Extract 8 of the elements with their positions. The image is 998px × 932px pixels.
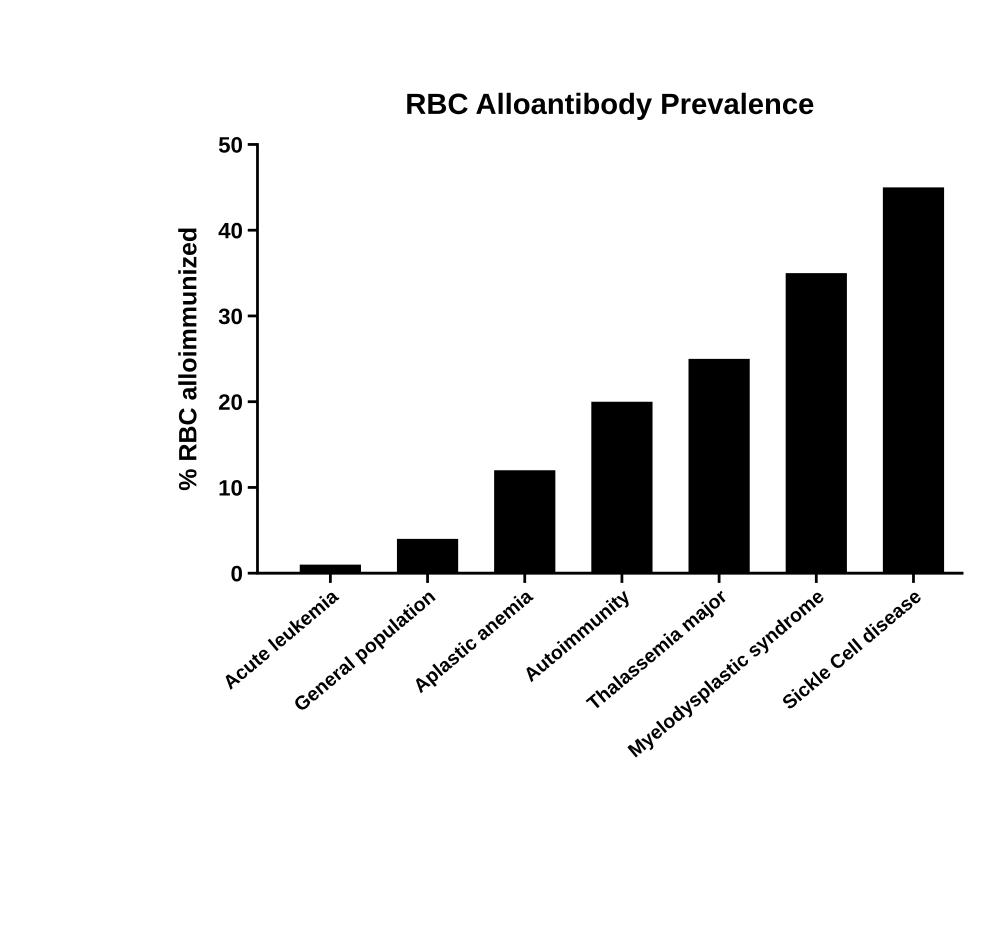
y-tick-label: 40 (218, 222, 242, 238)
y-tick-label: 30 (218, 308, 242, 324)
y-tick-label: 10 (220, 480, 242, 496)
chart-title: RBC Alloantibody Prevalence (407, 92, 814, 120)
y-tick-label: 50 (218, 136, 242, 153)
y-tick-label: 20 (218, 394, 242, 410)
y-axis-title: % RBC alloimmunized (178, 228, 197, 490)
y-tick-label: 0 (231, 566, 242, 582)
